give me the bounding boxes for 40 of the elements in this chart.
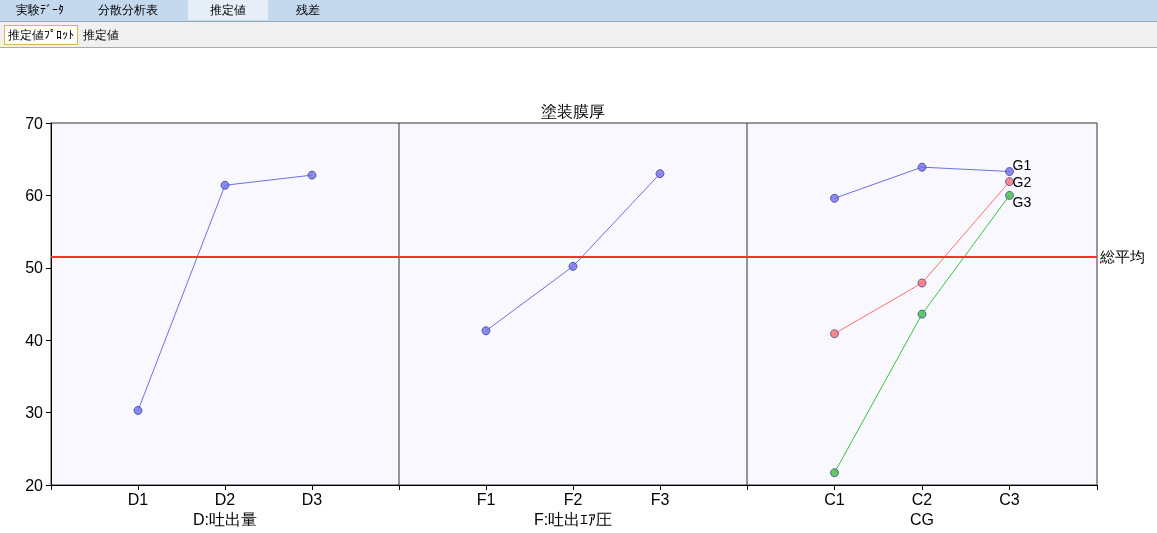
x-tick-label: F3 — [650, 490, 670, 508]
point — [917, 278, 927, 288]
point — [220, 180, 230, 190]
x-tick-label: D1 — [127, 490, 149, 508]
x-tick-label: C3 — [999, 490, 1020, 508]
point — [830, 468, 839, 478]
point — [133, 405, 143, 415]
text: 推定値 — [82, 27, 120, 44]
text: 推定値 — [188, 0, 268, 20]
point — [830, 193, 839, 203]
x-tick-label: C2 — [911, 490, 933, 508]
x-axis-title: D:吐出量 — [193, 511, 257, 529]
text: 残差 — [295, 2, 321, 19]
y-tick-label: 70 — [25, 114, 44, 132]
x-tick-label: D3 — [301, 490, 323, 508]
y-tick-label: 30 — [25, 404, 44, 422]
text: 実験ﾃﾞｰﾀ — [15, 2, 65, 19]
point — [917, 309, 927, 319]
chart-title: 塗装膜厚 — [541, 102, 605, 120]
x-axis-title: CG — [910, 511, 934, 529]
series-label: G2 — [1012, 173, 1032, 190]
text: 分散分析表 — [97, 2, 159, 19]
y-tick-label: 40 — [25, 331, 44, 349]
x-tick-label: F1 — [476, 490, 496, 508]
x-tick-label: C1 — [824, 490, 845, 508]
y-tick-label: 50 — [25, 259, 44, 277]
x-tick-label: D2 — [214, 490, 236, 508]
point — [1005, 190, 1014, 200]
point — [830, 329, 839, 339]
point — [917, 162, 927, 172]
text: 推定値ﾌﾟﾛｯﾄ — [4, 25, 78, 45]
point — [1005, 167, 1014, 177]
point — [307, 170, 317, 180]
series-label: G1 — [1012, 156, 1032, 173]
x-tick-label: F2 — [563, 490, 583, 508]
series-label: G3 — [1012, 194, 1032, 211]
y-tick-label: 60 — [25, 186, 44, 204]
y-tick-label: 20 — [25, 476, 44, 494]
ref-line-label: 総平均 — [1099, 248, 1145, 266]
x-axis-title: F:吐出ｴｱ圧 — [533, 511, 613, 529]
